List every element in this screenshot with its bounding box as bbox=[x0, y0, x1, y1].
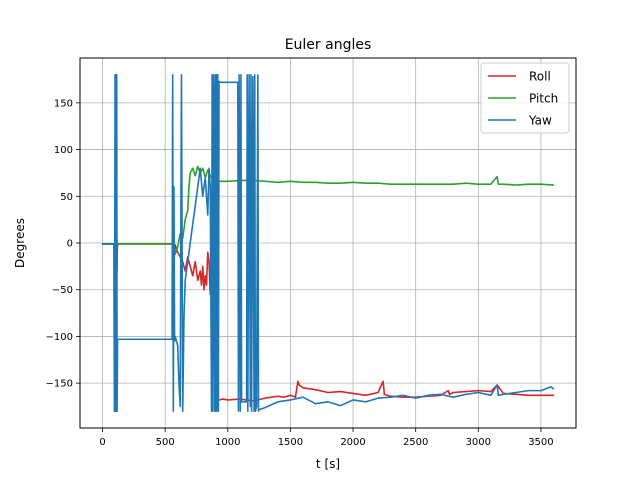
y-tick-label: 50 bbox=[60, 192, 73, 203]
y-tick-label: 0 bbox=[67, 239, 73, 250]
x-tick-label: 3500 bbox=[528, 437, 553, 448]
y-tick-label: −100 bbox=[46, 332, 73, 343]
x-axis-label: t [s] bbox=[316, 457, 340, 471]
x-tick-label: 1000 bbox=[215, 437, 240, 448]
legend-label-yaw: Yaw bbox=[528, 114, 552, 128]
chart-title: Euler angles bbox=[285, 37, 372, 53]
series-lines bbox=[101, 74, 555, 412]
y-tick-label: −150 bbox=[46, 379, 73, 390]
x-tick-label: 2000 bbox=[340, 437, 365, 448]
x-tick-label: 3000 bbox=[466, 437, 491, 448]
y-tick-label: 150 bbox=[54, 98, 73, 109]
axis-ticks: 0 500 1000 1500 2000 2500 3000 3500 −150 −100 −50 0… bbox=[46, 98, 554, 448]
x-tick-label: 0 bbox=[99, 437, 105, 448]
y-tick-label: −50 bbox=[52, 285, 73, 296]
legend: Roll Pitch Yaw bbox=[480, 62, 570, 134]
legend-label-pitch: Pitch bbox=[529, 92, 558, 106]
x-tick-label: 500 bbox=[156, 437, 175, 448]
y-tick-label: 100 bbox=[54, 145, 73, 156]
y-axis-label: Degrees bbox=[13, 218, 27, 268]
x-tick-label: 1500 bbox=[278, 437, 303, 448]
series-line-yaw bbox=[101, 74, 555, 412]
legend-box bbox=[480, 62, 570, 134]
x-tick-label: 2500 bbox=[403, 437, 428, 448]
legend-label-roll: Roll bbox=[529, 70, 551, 84]
